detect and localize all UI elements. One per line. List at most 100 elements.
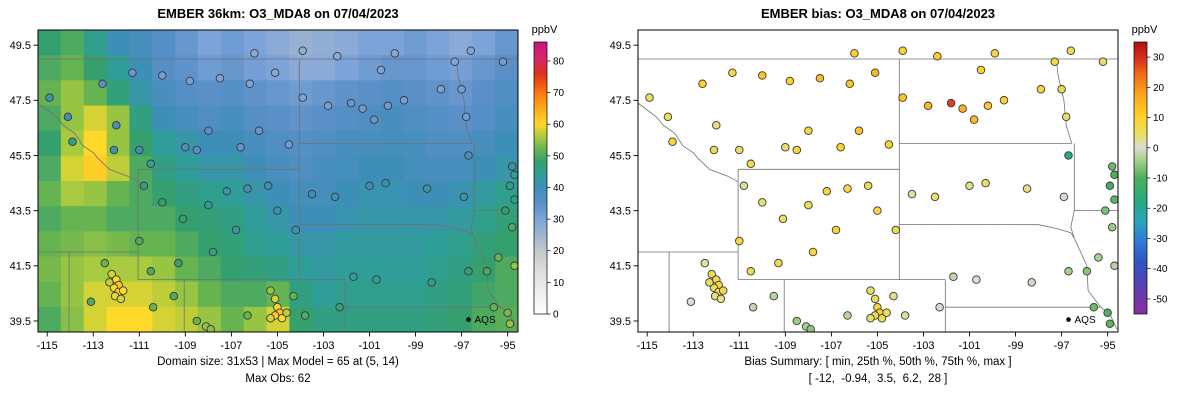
station-point [792, 145, 802, 155]
heatmap-cell [426, 281, 451, 308]
station-point [746, 267, 756, 276]
station-point [192, 316, 202, 326]
heatmap-cell [60, 30, 85, 56]
heatmap-cell [449, 281, 473, 308]
heatmap-cell [426, 306, 451, 332]
heatmap-cell [449, 256, 473, 283]
heatmap-cell [83, 155, 108, 182]
station-point [1101, 206, 1110, 215]
heatmap-cell [495, 130, 518, 157]
y-tick-label: 39.5 [610, 316, 631, 328]
heatmap-cell [175, 155, 199, 182]
heatmap-cell [152, 80, 176, 107]
y-tick-label: 47.5 [10, 95, 31, 107]
station-point [307, 189, 317, 199]
station-point [135, 145, 144, 155]
station-point [461, 112, 471, 122]
station-point [958, 104, 967, 113]
station-point [700, 258, 710, 268]
station-point [45, 93, 54, 102]
caption-domain-size: Domain size: 31x53 | Max Model = 65 at (… [157, 356, 399, 368]
colorbar-tick-label: 50 [553, 151, 565, 162]
station-point [792, 316, 802, 326]
heatmap-cell [220, 30, 245, 56]
station-point [333, 51, 342, 61]
station-point [399, 96, 409, 105]
station-point [769, 291, 779, 301]
colorbar-title: ppbV [1132, 24, 1158, 36]
heatmap-cell [472, 281, 496, 308]
heatmap-cell [449, 155, 473, 182]
state-border [470, 210, 475, 239]
heatmap-cell [243, 281, 268, 308]
station-point [863, 181, 873, 191]
heatmap-cell [106, 231, 131, 258]
colorbar [533, 41, 548, 315]
heatmap-cell [380, 181, 405, 207]
station-point [1098, 57, 1108, 66]
state-border [1073, 238, 1102, 308]
heatmap-cell [289, 105, 313, 132]
station-point [254, 126, 264, 135]
station-point [222, 187, 232, 196]
heatmap-cell [495, 30, 518, 56]
heatmap-cell [198, 130, 222, 157]
heatmap-cell [129, 30, 153, 56]
heatmap-cell [403, 306, 428, 332]
heatmap-cell [243, 256, 268, 283]
state-border [38, 102, 139, 183]
station-point [427, 278, 436, 287]
station-point [1036, 85, 1046, 94]
station-point [323, 101, 333, 111]
station-point [215, 74, 225, 83]
heatmap-cell [220, 306, 245, 332]
heatmap-cell [175, 306, 199, 332]
station-point [358, 104, 367, 113]
station-point [1110, 261, 1118, 271]
caption-max-obs: Max Obs: 62 [245, 373, 311, 385]
heatmap-cell [472, 30, 496, 56]
station-point [112, 120, 121, 130]
heatmap-cell [449, 206, 473, 232]
station-point [270, 68, 280, 77]
heatmap-cell [38, 181, 62, 207]
heatmap-cell [472, 181, 496, 207]
station-point [785, 76, 795, 86]
x-tick-label: -95 [500, 340, 516, 352]
station-point [1094, 253, 1103, 262]
heatmap-cell [335, 30, 359, 56]
station-point [507, 222, 517, 232]
y-tick-label: 41.5 [10, 261, 31, 273]
heatmap-cell [129, 80, 153, 107]
heatmap-cell [472, 306, 496, 332]
station-point [870, 68, 880, 77]
station-point [236, 142, 245, 152]
station-point [1066, 46, 1076, 55]
station-point [273, 206, 282, 215]
heatmap-cell [152, 281, 176, 308]
x-tick-label: -103 [912, 340, 934, 352]
station-point [204, 126, 213, 135]
station-point [169, 291, 179, 301]
station-point [289, 291, 298, 301]
heatmap-cell [472, 155, 496, 182]
station-point [1089, 302, 1099, 312]
heatmap-cell [106, 55, 131, 81]
y-tick-label: 43.5 [10, 205, 31, 217]
station-point [107, 269, 116, 279]
heatmap-cell [472, 105, 496, 132]
heatmap-cell [38, 281, 62, 308]
heatmap-cell [426, 155, 451, 182]
heatmap-cell [198, 281, 222, 308]
heatmap-cell [243, 105, 268, 132]
heatmap-cell [198, 30, 222, 56]
heatmap-cell [426, 80, 451, 107]
heatmap-cell [129, 281, 153, 308]
heatmap-cell [243, 231, 268, 258]
heatmap-cell [175, 55, 199, 81]
panel-title-bias: EMBER bias: O3_MDA8 on 07/04/2023 [760, 6, 996, 21]
x-tick-label: -107 [220, 340, 242, 352]
heatmap-cell [449, 105, 473, 132]
heatmap-cell [198, 105, 222, 132]
heatmap-cell [60, 281, 85, 308]
